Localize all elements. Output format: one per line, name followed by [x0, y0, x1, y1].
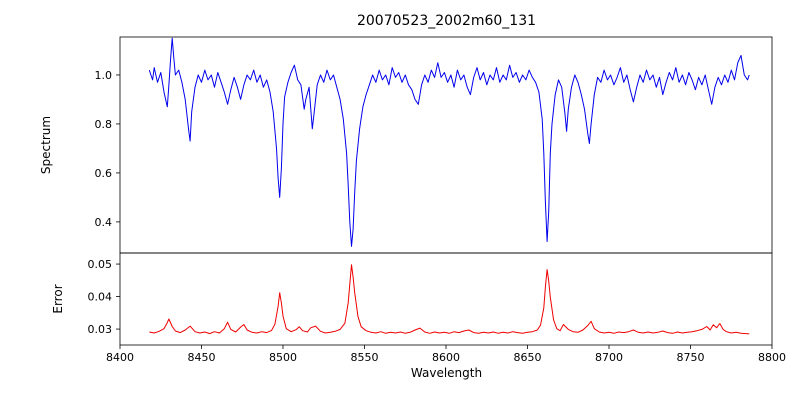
x-tick-label: 8600 — [432, 351, 460, 364]
x-axis-label: Wavelength — [410, 366, 483, 380]
x-tick-label: 8700 — [595, 351, 623, 364]
x-tick-label: 8800 — [758, 351, 786, 364]
spectrum-y-tick-label: 1.0 — [95, 69, 113, 82]
error-y-tick-label: 0.04 — [88, 291, 113, 304]
x-tick-label: 8400 — [106, 351, 134, 364]
spectrum-y-tick-label: 0.8 — [95, 118, 113, 131]
x-tick-label: 8750 — [677, 351, 705, 364]
x-tick-label: 8650 — [514, 351, 542, 364]
spectrum-y-tick-label: 0.6 — [95, 167, 113, 180]
spectrum-axes-frame — [119, 36, 773, 254]
error-axes-frame — [119, 252, 773, 346]
error-y-tick-label: 0.05 — [88, 258, 113, 271]
x-tick-label: 8500 — [269, 351, 297, 364]
x-tick-label: 8550 — [351, 351, 379, 364]
error-line — [149, 264, 750, 335]
x-tick-label: 8450 — [188, 351, 216, 364]
spectrum-y-tick-label: 0.4 — [95, 216, 113, 229]
chart-title: 20070523_2002m60_131 — [356, 13, 537, 29]
spectrum-line — [148, 37, 750, 247]
error-y-tick-label: 0.03 — [88, 323, 113, 336]
